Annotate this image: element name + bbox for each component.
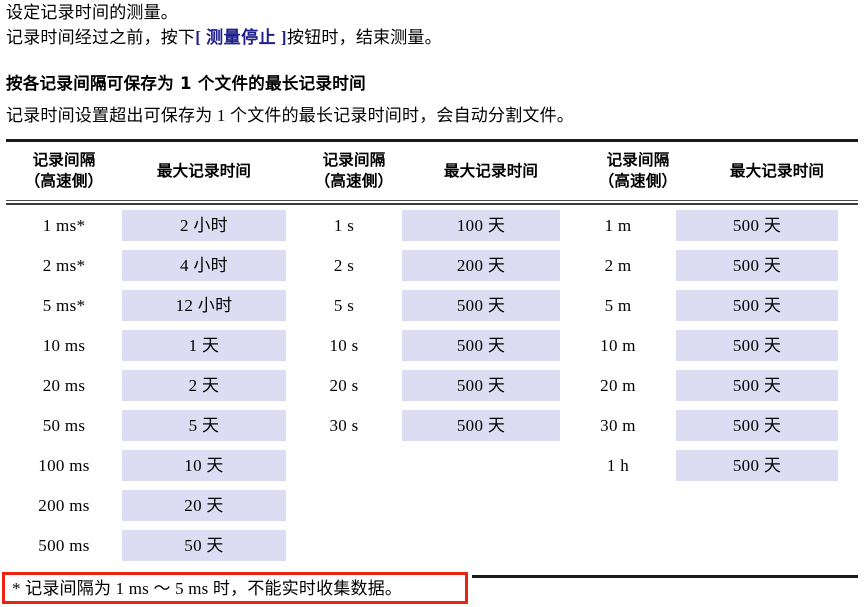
cell-recording-interval: 10 m [600,335,636,355]
cell-recording-interval: 10 ms [42,335,86,355]
cell-recording-interval: 2 s [333,255,355,275]
cell-recording-interval: 100 ms [38,455,90,475]
intro-line-2-after: 按钮时，结束测量。 [287,28,442,47]
header-interval-2-line2: （高速側） [314,172,394,190]
section-subtext: 记录时间设置超出可保存为 1 个文件的最长记录时间时，会自动分割文件。 [6,106,574,125]
column-group-milliseconds: 1 ms* 2 小时 2 ms* 4 小时 5 ms* 12 小时 10 ms 1 天 20 m… [6,205,286,565]
cell-max-recording-time: 500 天 [402,329,560,361]
table-row: 5 m 500 天 [560,285,838,325]
cell-recording-interval: 20 ms [42,375,86,395]
footnote-text: * 记录间隔为 1 ms ～ 5 ms 时，不能实时收集数据。 [12,579,403,598]
table-body: 1 ms* 2 小时 2 ms* 4 小时 5 ms* 12 小时 10 ms 1 天 20 m… [6,205,858,585]
cell-recording-interval: 5 m [604,295,632,315]
table-row: 2 ms* 4 小时 [6,245,286,285]
cell-recording-interval: 5 ms* [42,295,86,315]
page-bottom-rule [472,575,858,578]
cell-max-recording-time: 100 天 [402,209,560,241]
cell-max-recording-time: 2 天 [122,369,286,401]
column-group-minutes-hours: 1 m 500 天 2 m 500 天 5 m 500 天 10 m 500 天 20 m 500… [560,205,838,485]
header-interval-1-line2: （高速側） [24,172,104,190]
cell-recording-interval: 200 ms [38,495,90,515]
cell-max-recording-time: 4 小时 [122,249,286,281]
measurement-stop-button-reference: [ 测量停止 ] [195,28,288,47]
header-interval-3-line2: （高速側） [598,172,678,190]
max-recording-time-table: 记录间隔 （高速側） 最大记录时间 记录间隔 （高速側） 最大记录时间 记录间隔… [6,139,858,585]
column-group-seconds: 1 s 100 天 2 s 200 天 5 s 500 天 10 s 500 天 20 s 500… [286,205,560,445]
cell-max-recording-time: 500 天 [676,449,838,481]
header-maxtime-1: 最大记录时间 [156,161,252,180]
header-interval-2: 记录间隔 （高速側） [296,150,412,192]
cell-max-recording-time: 500 天 [676,209,838,241]
table-row: 20 ms 2 天 [6,365,286,405]
intro-paragraph: 设定记录时间的测量。 记录时间经过之前，按下[ 测量停止 ]按钮时，结束测量。 [6,0,856,50]
cell-max-recording-time: 10 天 [122,449,286,481]
table-row: 50 ms 5 天 [6,405,286,445]
cell-recording-interval: 30 m [600,415,636,435]
cell-max-recording-time: 500 天 [676,249,838,281]
intro-line-2: 记录时间经过之前，按下[ 测量停止 ]按钮时，结束测量。 [6,25,856,50]
table-header-row: 记录间隔 （高速側） 最大记录时间 记录间隔 （高速側） 最大记录时间 记录间隔… [6,142,858,200]
header-maxtime-2: 最大记录时间 [443,161,539,180]
cell-max-recording-time: 500 天 [676,329,838,361]
table-row: 20 s 500 天 [286,365,560,405]
cell-max-recording-time: 2 小时 [122,209,286,241]
cell-recording-interval: 1 h [606,455,630,475]
cell-recording-interval: 2 ms* [42,255,86,275]
table-row: 1 ms* 2 小时 [6,205,286,245]
intro-line-2-before: 记录时间经过之前，按下 [6,28,196,47]
table-row: 500 ms 50 天 [6,525,286,565]
cell-max-recording-time: 20 天 [122,489,286,521]
table-row: 200 ms 20 天 [6,485,286,525]
cell-recording-interval: 2 m [604,255,632,275]
cell-recording-interval: 20 m [600,375,636,395]
table-row: 2 s 200 天 [286,245,560,285]
table-header-rule-thin [6,200,858,201]
cell-max-recording-time: 50 天 [122,529,286,561]
table-header-rule-thick [6,203,858,205]
table-row: 100 ms 10 天 [6,445,286,485]
cell-max-recording-time: 5 天 [122,409,286,441]
cell-recording-interval: 1 ms* [42,215,86,235]
section-heading: 按各记录间隔可保存为 1 个文件的最长记录时间 [6,74,366,93]
header-interval-1: 记录间隔 （高速側） [6,150,122,192]
header-interval-2-line1: 记录间隔 [322,151,386,169]
cell-max-recording-time: 500 天 [402,289,560,321]
cell-max-recording-time: 1 天 [122,329,286,361]
intro-line-1: 设定记录时间的测量。 [6,3,178,22]
table-row: 1 h 500 天 [560,445,838,485]
table-row: 30 s 500 天 [286,405,560,445]
cell-recording-interval: 5 s [333,295,355,315]
footnote-highlight-box [2,572,468,604]
cell-max-recording-time: 200 天 [402,249,560,281]
cell-max-recording-time: 500 天 [676,369,838,401]
header-maxtime-3: 最大记录时间 [729,161,825,180]
cell-max-recording-time: 12 小时 [122,289,286,321]
table-row: 30 m 500 天 [560,405,838,445]
cell-recording-interval: 30 s [329,415,359,435]
cell-recording-interval: 500 ms [38,535,90,555]
table-row: 5 s 500 天 [286,285,560,325]
header-interval-3: 记录间隔 （高速側） [580,150,696,192]
table-row: 20 m 500 天 [560,365,838,405]
table-row: 5 ms* 12 小时 [6,285,286,325]
cell-recording-interval: 1 s [333,215,355,235]
table-row: 10 s 500 天 [286,325,560,365]
cell-recording-interval: 1 m [604,215,632,235]
cell-max-recording-time: 500 天 [676,289,838,321]
cell-recording-interval: 10 s [329,335,359,355]
header-interval-3-line1: 记录间隔 [606,151,670,169]
cell-max-recording-time: 500 天 [402,369,560,401]
table-row: 2 m 500 天 [560,245,838,285]
table-row: 10 m 500 天 [560,325,838,365]
header-interval-1-line1: 记录间隔 [32,151,96,169]
cell-recording-interval: 50 ms [42,415,86,435]
cell-max-recording-time: 500 天 [402,409,560,441]
table-row: 1 s 100 天 [286,205,560,245]
table-top-rule [6,139,858,142]
cell-max-recording-time: 500 天 [676,409,838,441]
table-row: 1 m 500 天 [560,205,838,245]
cell-recording-interval: 20 s [329,375,359,395]
table-row: 10 ms 1 天 [6,325,286,365]
